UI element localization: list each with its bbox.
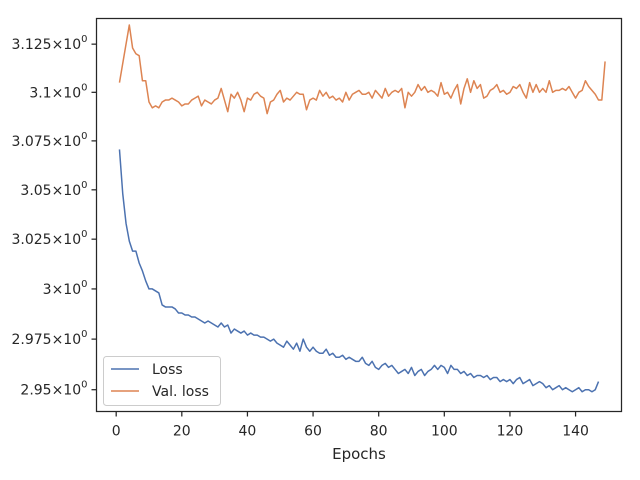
y-tick-label: 3.025×100 (12, 229, 88, 248)
x-tick-label: 120 (497, 424, 524, 440)
x-tick-label: 0 (112, 424, 121, 440)
y-tick-label: 2.975×100 (12, 329, 88, 348)
y-tick-label: 2.95×100 (20, 380, 87, 399)
axes-frame (95, 17, 623, 413)
series-layer (118, 24, 606, 393)
x-axis-ticks: 0 20 40 60 80 100 120 140 (112, 411, 589, 440)
legend: Loss Val. loss (103, 356, 221, 406)
x-tick-label: 80 (370, 424, 388, 440)
x-tick-label: 140 (562, 424, 589, 440)
axes: 0 20 40 60 80 100 120 140 2.95×100 2.975×100 3×10… (12, 17, 623, 463)
y-axis-ticks: 2.95×100 2.975×100 3×100 3.025×100 3.05×100 3… (12, 34, 97, 399)
y-tick-label: 3.05×100 (20, 180, 87, 199)
series-line-val-loss (118, 24, 606, 115)
x-tick-label: 100 (431, 424, 458, 440)
x-tick-label: 60 (304, 424, 322, 440)
plot-area (118, 24, 606, 393)
x-axis-label: Epochs (332, 445, 386, 463)
y-tick-label: 3.1×100 (29, 82, 87, 101)
x-tick-label: 20 (173, 424, 191, 440)
legend-label-val-loss: Val. loss (152, 384, 209, 400)
y-tick-label: 3×100 (43, 279, 88, 298)
legend-label-loss: Loss (152, 362, 183, 378)
x-tick-label: 40 (239, 424, 257, 440)
y-tick-label: 3.125×100 (12, 34, 88, 53)
y-tick-label: 3.075×100 (12, 131, 88, 150)
series-line-loss (118, 149, 600, 393)
